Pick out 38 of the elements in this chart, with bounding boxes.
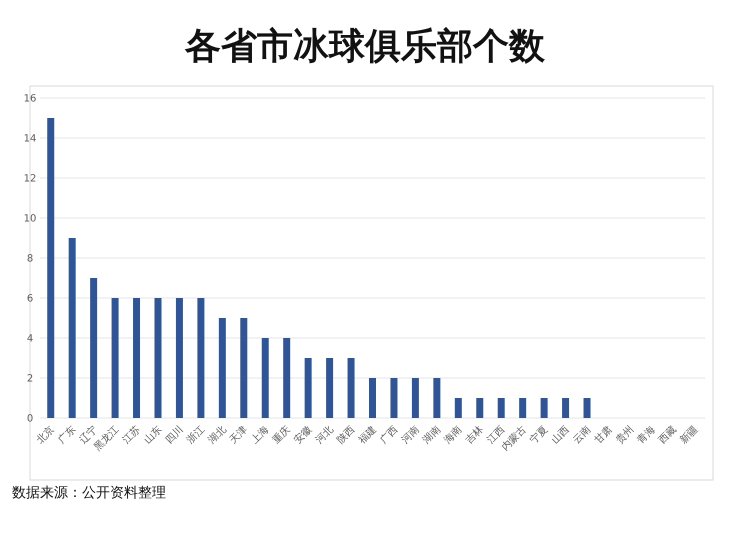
x-tick-label: 新疆: [678, 424, 700, 446]
x-tick-label: 重庆: [270, 424, 293, 446]
x-tick-label: 安徽: [292, 424, 314, 446]
y-tick-label: 12: [24, 174, 36, 184]
x-tick-label: 河南: [398, 424, 422, 446]
x-tick-label: 云南: [570, 424, 594, 446]
title: 各省市冰球俱乐部个数: [185, 26, 545, 67]
x-tick-label: 江苏: [120, 424, 143, 446]
y-tick-label: 8: [26, 254, 34, 264]
x-tick-label: 北京: [34, 424, 57, 446]
x-tick-label: 广西: [377, 424, 400, 446]
x-tick-label: 河北: [313, 424, 336, 446]
y-tick-label: 2: [26, 374, 34, 384]
x-tick-label: 上海: [248, 424, 272, 446]
x-tick-label: 广东: [56, 424, 78, 446]
y-tick-label: 0: [26, 414, 34, 424]
y-tick-label: 14: [24, 134, 36, 144]
x-tick-label: 贵州: [613, 424, 636, 446]
y-tick-label: 16: [24, 94, 36, 104]
x-tick-label: 浙江: [184, 424, 208, 446]
x-tick-label: 山东: [141, 424, 164, 446]
y-tick-label: 10: [24, 214, 36, 224]
x-tick-label: 山西: [549, 424, 572, 446]
x-tick-label: 陕西: [334, 424, 358, 446]
y-tick-label: 4: [26, 334, 34, 344]
y-tick-label: 6: [26, 294, 34, 304]
x-tick-label: 吉林: [463, 424, 486, 446]
x-tick-label: 海南: [442, 424, 464, 446]
x-tick-label: 福建: [356, 424, 379, 446]
x-tick-label: 湖南: [420, 424, 443, 446]
x-tick-label: 四川: [162, 424, 186, 446]
x-tick-label: 湖北: [206, 424, 228, 446]
x-tick-label: 青海: [634, 424, 658, 446]
x-tick-label: 宁夏: [528, 424, 550, 446]
x-tick-label: 西藏: [656, 424, 679, 446]
annotation: 数据来源：公开资料整理: [12, 485, 166, 501]
x-tick-label: 甘肃: [592, 424, 615, 446]
x-tick-label: 天津: [227, 424, 250, 446]
